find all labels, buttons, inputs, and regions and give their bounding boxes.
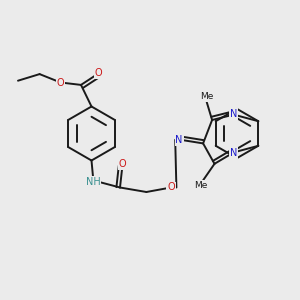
Text: N: N bbox=[230, 148, 237, 158]
Text: N: N bbox=[230, 109, 237, 119]
Text: O: O bbox=[118, 159, 126, 170]
Text: O: O bbox=[94, 68, 102, 79]
Text: Me: Me bbox=[194, 181, 207, 190]
Text: O: O bbox=[167, 182, 175, 193]
Text: Me: Me bbox=[200, 92, 213, 101]
Text: N: N bbox=[176, 135, 183, 145]
Text: O: O bbox=[57, 77, 64, 88]
Text: NH: NH bbox=[85, 177, 100, 187]
